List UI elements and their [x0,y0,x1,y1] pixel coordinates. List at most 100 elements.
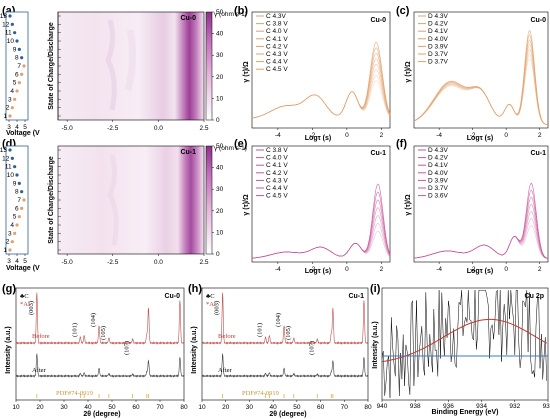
voltage-tick-label: 3 [7,124,11,131]
drt-plot-f: -4 -2 0 2 [413,145,549,273]
panel-i: (i) Intensity (a.u.) Cu 2p 940 938 936 934 93… [370,283,550,416]
state-label: 12 [2,21,10,28]
colorbar-label-d: γ (ohm s-1) [214,145,247,152]
state-label: 10 [7,38,15,45]
panel-label-c: (c) [396,5,410,17]
state-label: 3 [8,96,12,103]
series-label-after: After [218,367,233,374]
state-label: 8 [15,189,19,196]
xtick-label: -2 [470,132,476,139]
drt-series-line [414,189,549,259]
voltage-marker [22,198,26,202]
legend-entry: D 4.1V [428,28,449,35]
heatmap-xtick-label: 0.0 [154,259,163,266]
ylabel-c: γ (τ)/Ω [405,61,412,83]
after-pattern-line [201,353,369,378]
legend-entry: C 4.3 V [266,51,288,58]
xtick-label: 10 [198,404,206,411]
xtick-label: 0 [504,132,508,139]
hkl-label: (104) [90,313,97,327]
legend-entry: D 3.7V [428,185,449,192]
drt-series-line [413,29,549,125]
legend-entry: C 4.2 V [266,43,288,50]
colorbar-d [205,145,213,255]
xtick-label: 0 [504,266,508,273]
colorbar-tick-label: 40 [216,165,224,172]
title-f: Cu-1 [530,150,546,157]
colorbar-tick-label: 0 [216,251,220,258]
heatmap-title-a: Cu-0 [180,15,196,22]
colorbar-tick-label: 20 [216,74,224,81]
panel-g: (g) Intensity (a.u.) Before After PDF#74-0… [2,283,188,418]
state-label: 4 [10,222,14,229]
xtick-label: 70 [341,404,349,411]
colorbar-tick-label: 40 [216,31,224,38]
panel-f: (f) γ (τ)/Ω -4 -2 0 2 Cu-1 D 4.3VD 4.2VD 4.… [396,138,549,275]
state-label: 11 [5,164,12,171]
hkl-label: (105) [100,326,107,340]
state-label: 9 [13,180,17,187]
xrd-plot-h: Before After PDF#74-0919 ♣C*Al Cu-1 (003) (101… [198,287,372,411]
plot-frame [413,11,549,129]
left-ticks-a [58,15,61,117]
series-label-before: Before [218,333,236,340]
colorbar-tick-label: 20 [216,208,224,215]
voltage-tick-label: 5 [23,124,27,131]
panel-b: (b) γ (τ)/Ω -4 -2 0 2 Cu-0 C 4.3VC 3.8 VC 4… [234,5,391,142]
legend-b: C 4.3VC 3.8 VC 4.0 VC 4.1 VC 4.2 VC 4.3 … [256,13,288,73]
legend-entry: C 4.0 V [266,28,288,35]
legend-entry-c: ♣C [206,293,215,300]
voltage-marker [17,81,21,85]
panel-c: (c) γ (τ)/Ω -4 -2 0 2 Cu-0 D 4.3VD 4.2VD 4.… [396,5,549,142]
state-label: 11 [5,30,12,37]
colorbar-tick-label: 30 [216,52,224,59]
state-label: 1 [3,113,7,120]
voltage-marker [20,72,24,76]
hkl-label: (104) [275,313,282,327]
panel-label-g: (g) [2,283,16,295]
panel-e: (e) γ (τ)/Ω -4 -2 0 2 Cu-1 C 3.8 VC 4.0 VC … [234,138,391,275]
legend-entry: C 4.1 V [266,162,288,169]
colorbar-tick-label: 50 [216,143,224,150]
state-label: 2 [6,239,10,246]
heatmap-xticks-a: -5.0 -2.5 0.0 2.5 [62,120,209,132]
xtick-label: 70 [156,404,164,411]
state-label: 6 [15,205,19,212]
xtick-label: 20 [222,404,230,411]
heatmap-ylabel-a: State of Charge/Discharge [48,22,55,110]
xtick-label: 0 [345,132,349,139]
colorbar-ticks-a: 0 10 20 30 40 50 [212,9,224,124]
voltage-marker [15,173,19,177]
after-pattern-line [15,353,185,378]
legend-entry: D 4.2V [428,155,449,162]
heatmap-title-d: Cu-1 [180,149,196,156]
legend-entry: C 4.2 V [266,170,288,177]
plot-frame [251,145,391,263]
hkl-label: (101) [71,323,78,337]
xtick-label: -4 [436,266,442,273]
state-label: 2 [6,105,10,112]
heatmap-d [57,145,205,255]
drt-series-line [252,215,391,259]
voltage-marker [8,14,12,18]
voltage-marker [13,31,17,35]
voltage-marker [8,248,12,252]
state-label: 8 [15,55,19,62]
reference-label: PDF#74-0919 [242,390,279,397]
legend-entry: C 4.3 V [266,177,288,184]
voltage-tick-label: 4 [15,258,19,265]
title-c: Cu-0 [530,17,546,24]
hkl-label: (107) [308,341,315,355]
xlabel-f: Logτ (s) [467,268,493,275]
voltage-marker [10,240,14,244]
voltage-marker [10,156,14,160]
drt-series-line [414,211,549,259]
xtick-label: -4 [436,132,442,139]
xtick-label: 934 [476,403,487,410]
heatmap-xticks-d: -5.0 -2.5 0.0 2.5 [62,254,209,266]
voltage-tick-label: 5 [23,258,27,265]
